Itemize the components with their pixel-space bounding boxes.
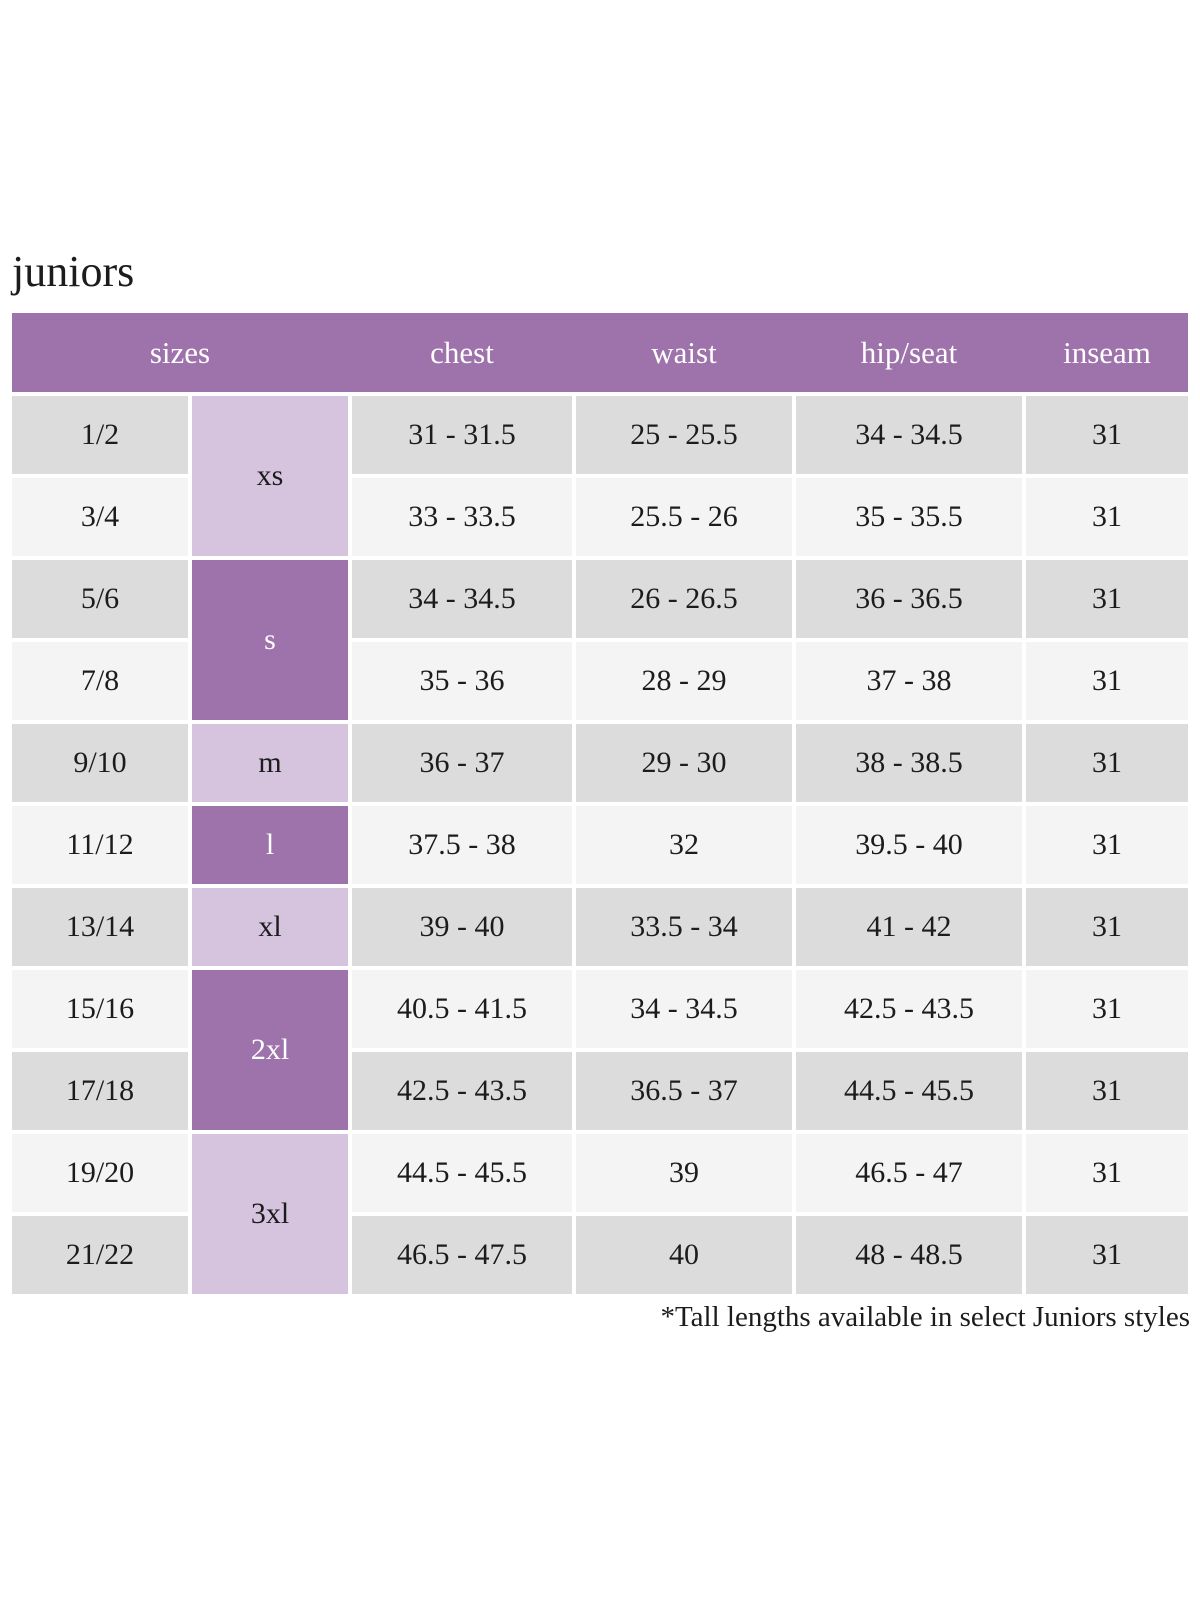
size-cell: 19/20 [12,1134,188,1212]
chest-cell: 42.5 - 43.5 [352,1052,572,1130]
inseam-cell: 31 [1026,970,1188,1048]
hip-seat-cell: 39.5 - 40 [796,806,1022,884]
hip-seat-cell: 44.5 - 45.5 [796,1052,1022,1130]
inseam-cell: 31 [1026,560,1188,638]
chest-cell: 36 - 37 [352,724,572,802]
chest-cell: 40.5 - 41.5 [352,970,572,1048]
inseam-cell: 31 [1026,396,1188,474]
size-cell: 17/18 [12,1052,188,1130]
waist-cell: 28 - 29 [576,642,792,720]
chest-cell: 35 - 36 [352,642,572,720]
hip-seat-cell: 41 - 42 [796,888,1022,966]
table-body: 1/2 31 - 31.5 25 - 25.5 34 - 34.5 31 3/4 33 - … [12,396,1188,1294]
chest-cell: 44.5 - 45.5 [352,1134,572,1212]
size-cell: 1/2 [12,396,188,474]
inseam-cell: 31 [1026,1052,1188,1130]
page-title: juniors [12,247,135,296]
waist-cell: 25.5 - 26 [576,478,792,556]
column-header-sizes: sizes [149,334,211,370]
inseam-cell: 31 [1026,888,1188,966]
waist-cell: 40 [576,1216,792,1294]
size-cell: 15/16 [12,970,188,1048]
waist-cell: 25 - 25.5 [576,396,792,474]
waist-cell: 26 - 26.5 [576,560,792,638]
chest-cell: 33 - 33.5 [352,478,572,556]
waist-cell: 32 [576,806,792,884]
size-cell: 21/22 [12,1216,188,1294]
inseam-cell: 31 [1026,806,1188,884]
size-group-m: m [192,724,348,802]
size-cell: 11/12 [12,806,188,884]
column-header-inseam: inseam [1063,334,1151,370]
juniors-size-table: sizes chest waist hip/seat inseam 1/2 31 … [12,313,1188,1294]
inseam-cell: 31 [1026,1216,1188,1294]
inseam-cell: 31 [1026,724,1188,802]
hip-seat-cell: 38 - 38.5 [796,724,1022,802]
inseam-cell: 31 [1026,478,1188,556]
hip-seat-cell: 42.5 - 43.5 [796,970,1022,1048]
chest-cell: 34 - 34.5 [352,560,572,638]
hip-seat-cell: 35 - 35.5 [796,478,1022,556]
size-cell: 9/10 [12,724,188,802]
size-group-xs: xs [192,396,348,556]
chest-cell: 37.5 - 38 [352,806,572,884]
waist-cell: 33.5 - 34 [576,888,792,966]
column-header-chest: chest [430,334,494,370]
hip-seat-cell: 37 - 38 [796,642,1022,720]
hip-seat-cell: 48 - 48.5 [796,1216,1022,1294]
size-group-2xl: 2xl [192,970,348,1130]
hip-seat-cell: 46.5 - 47 [796,1134,1022,1212]
waist-cell: 29 - 30 [576,724,792,802]
size-cell: 3/4 [12,478,188,556]
chest-cell: 39 - 40 [352,888,572,966]
chest-cell: 31 - 31.5 [352,396,572,474]
size-group-3xl: 3xl [192,1134,348,1294]
hip-seat-cell: 34 - 34.5 [796,396,1022,474]
tall-lengths-footnote: *Tall lengths available in select Junior… [660,1301,1190,1333]
inseam-cell: 31 [1026,642,1188,720]
waist-cell: 36.5 - 37 [576,1052,792,1130]
table-header-row: sizes chest waist hip/seat inseam [12,313,1188,392]
size-group-xl: xl [192,888,348,966]
size-cell: 7/8 [12,642,188,720]
size-group-s: s [192,560,348,720]
hip-seat-cell: 36 - 36.5 [796,560,1022,638]
chest-cell: 46.5 - 47.5 [352,1216,572,1294]
column-header-waist: waist [651,334,717,370]
waist-cell: 34 - 34.5 [576,970,792,1048]
inseam-cell: 31 [1026,1134,1188,1212]
size-cell: 13/14 [12,888,188,966]
column-header-hip-seat: hip/seat [860,334,958,370]
size-group-l: l [192,806,348,884]
size-cell: 5/6 [12,560,188,638]
waist-cell: 39 [576,1134,792,1212]
